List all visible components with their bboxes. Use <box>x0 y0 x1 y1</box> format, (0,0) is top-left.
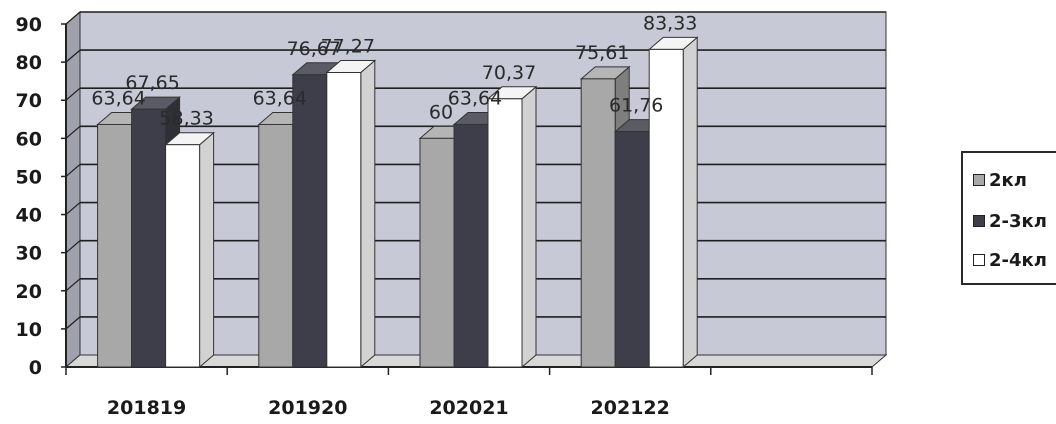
x-tick-label: 201819 <box>107 397 186 419</box>
tick-labels: 0 10 20 30 40 50 60 70 80 90 201819 201920 202021 202… <box>16 14 670 419</box>
gridline-side <box>65 202 81 216</box>
legend-swatch-2-3kl <box>973 215 985 227</box>
data-label: 63,64 <box>253 87 307 109</box>
legend-swatch-2kl <box>973 174 985 186</box>
bar <box>614 131 650 368</box>
data-label: 63,64 <box>448 87 502 109</box>
y-tick-label: 10 <box>16 319 42 341</box>
legend: 2кл 2-3кл 2-4кл <box>961 151 1056 285</box>
gridline-side <box>65 87 81 101</box>
y-tick-label: 60 <box>16 128 42 150</box>
legend-label: 2-4кл <box>989 249 1047 271</box>
y-tick-label: 20 <box>16 281 42 303</box>
bar <box>97 123 133 368</box>
gridline-side <box>65 163 81 177</box>
bar-side <box>199 131 215 369</box>
gridline-side <box>65 316 81 330</box>
gridline-side <box>65 125 81 139</box>
bar <box>326 72 362 368</box>
bar <box>165 144 201 368</box>
y-tick-label: 0 <box>29 357 42 379</box>
bar-side <box>521 85 537 369</box>
legend-item-2-4kl: 2-4кл <box>973 249 1047 271</box>
y-tick-label: 50 <box>16 166 42 188</box>
data-label: 75,61 <box>575 42 629 64</box>
legend-item-2kl: 2кл <box>973 169 1027 191</box>
legend-label: 2кл <box>989 169 1027 191</box>
data-label: 60 <box>429 101 453 123</box>
x-tick-label: 202122 <box>591 397 670 419</box>
data-label: 67,65 <box>125 72 179 94</box>
bar <box>131 108 167 368</box>
data-label: 61,76 <box>609 95 663 117</box>
legend-item-2-3kl: 2-3кл <box>973 210 1047 232</box>
bars <box>96 36 699 369</box>
legend-label: 2-3кл <box>989 210 1047 232</box>
gridline-side <box>65 49 81 63</box>
bar-side <box>682 36 698 369</box>
y-tick-label: 30 <box>16 243 42 265</box>
side-wall <box>65 10 81 369</box>
data-label: 58,33 <box>159 108 213 130</box>
bar <box>419 137 455 368</box>
data-labels: 63,6467,6558,3363,6476,6777,276063,6470,… <box>91 12 697 129</box>
gridline-side <box>65 278 81 292</box>
data-label: 70,37 <box>482 62 536 84</box>
legend-swatch-2-4kl <box>973 254 985 266</box>
data-label: 63,64 <box>91 87 145 109</box>
bar <box>487 98 523 368</box>
y-tick-label: 70 <box>16 90 42 112</box>
data-label: 77,27 <box>321 36 375 58</box>
x-tick-label: 202021 <box>429 397 508 419</box>
gridline-side <box>65 11 81 25</box>
bar <box>453 123 489 368</box>
bar <box>648 48 684 368</box>
y-tick-label: 80 <box>16 52 42 74</box>
bar <box>580 78 616 368</box>
data-label: 83,33 <box>643 12 697 34</box>
y-tick-label: 40 <box>16 205 42 227</box>
bar <box>258 123 294 368</box>
bar <box>292 74 328 368</box>
data-label: 76,67 <box>287 38 341 60</box>
y-tick-label: 90 <box>16 14 42 36</box>
gridline-side <box>65 240 81 254</box>
x-tick-label: 201920 <box>268 397 347 419</box>
bar-side <box>360 59 376 369</box>
